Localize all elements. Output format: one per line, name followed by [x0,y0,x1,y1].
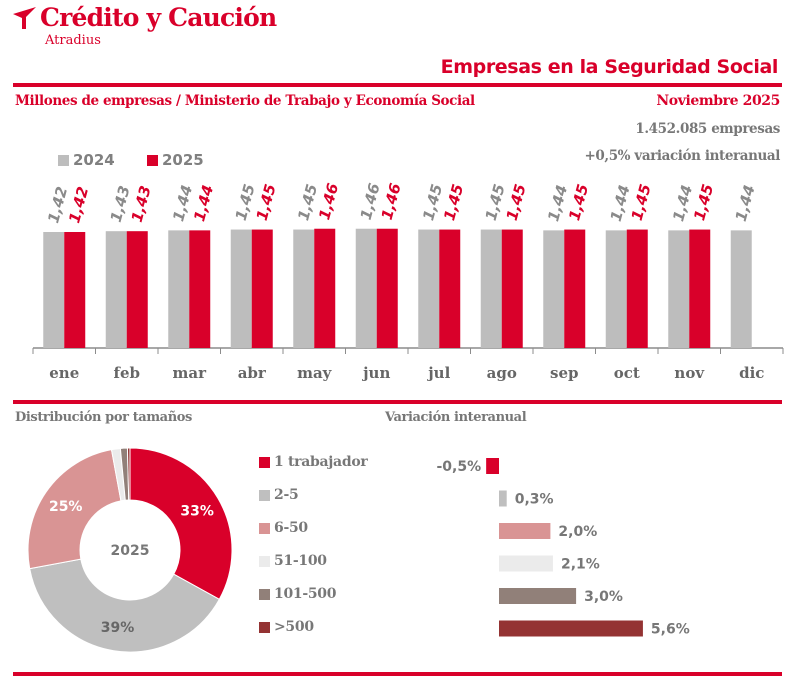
legend-swatch [259,555,270,567]
x-tick-label: jun [361,364,390,382]
variation-bar-101-500 [499,588,577,604]
legend-swatch [259,456,270,468]
bar-2024-mar [168,230,190,348]
yoy-variation: +0,5% variación interanual [584,148,780,164]
variation-bar-1-trabajador [486,458,499,474]
logo-icon [12,6,38,30]
donut-slice-2-5 [29,558,220,653]
brand-sub: Atradius [45,33,101,48]
legend-swatch [259,588,270,600]
size-legend-item: 101-500 [259,586,336,602]
legend-swatch [259,621,270,633]
bar-value-label: 1,44 [732,183,759,223]
variation-bar-6-50 [499,523,551,539]
legend-label: 6-50 [274,520,308,536]
x-tick-label: ago [487,364,517,382]
legend-label-2025: 2025 [162,151,204,169]
x-tick-label: nov [674,364,705,382]
bar-2024-sep [543,230,565,348]
legend-item-2025: 2025 [147,151,204,169]
variation-title: Variación interanual [385,410,527,425]
yoy-variation-chart: -0,5% 0,3%2,0% 2,1% 3,0% 5,6% [437,458,690,638]
x-tick-label: may [297,364,333,382]
x-tick-label: sep [550,364,578,382]
page-title: Empresas en la Seguridad Social [440,56,779,78]
bar-2024-feb [105,231,127,348]
donut-slice-label: 39% [101,620,135,636]
legend-label: 51-100 [274,553,327,569]
donut-slice--500 [126,447,131,501]
size-legend-item: 2-5 [259,487,299,503]
bar-2025-ago [501,229,523,348]
variation-value-label: 0,3% [515,492,554,508]
size-legend-item: >500 [259,619,314,635]
bar-2024-may [293,229,315,348]
bar-2024-ene [43,232,65,348]
bar-2025-nov [689,229,711,348]
bar-2025-jul [439,229,461,348]
bar-2024-jun [355,228,377,348]
x-tick-label: jul [426,364,450,382]
legend-swatch [259,522,270,534]
legend-swatch-2025 [147,154,158,166]
bar-2025-jun [376,228,398,348]
legend-label: 1 trabajador [274,454,368,470]
size-legend-item: 51-100 [259,553,327,569]
bar-2025-oct [626,229,648,348]
donut-slice-6-50 [27,449,122,570]
bar-2025-ene [64,232,86,348]
bar-2024-oct [605,230,627,348]
donut-center-label: 2025 [111,543,150,559]
bar-2024-ago [480,229,502,348]
divider-middle [13,400,782,404]
divider-top [13,83,782,87]
legend-label: 101-500 [274,586,337,602]
variation-bar-51-100 [499,555,553,572]
legend-label: >500 [274,619,314,635]
x-tick-label: oct [614,364,640,382]
variation-value-label: 2,1% [561,557,600,573]
distribution-title: Distribución por tamaños [15,410,192,425]
legend-label-2024: 2024 [73,151,115,169]
size-legend-item: 6-50 [259,520,308,536]
variation-value-label: 2,0% [558,524,597,540]
size-legend-item: 1 trabajador [259,454,368,470]
bar-2025-mar [189,230,211,348]
bar-2025-may [314,228,336,348]
report-date: Noviembre 2025 [656,93,780,109]
donut-slice-1-trabajador [129,447,233,601]
x-tick-label: feb [114,364,140,382]
legend-item-2024: 2024 [58,151,115,169]
x-tick-label: ene [49,364,79,382]
legend-label: 2-5 [274,487,299,503]
variation-bar-2-5 [499,490,507,507]
bar-2024-jul [418,229,440,348]
chart-subtitle: Millones de empresas / Ministerio de Tra… [15,93,475,109]
bar-2024-dic [730,230,752,348]
x-tick-label: dic [739,364,764,382]
divider-bottom [13,672,782,676]
legend-swatch-2024 [58,154,69,166]
size-distribution-donut: 33% 39% 25% 2025 [27,447,233,653]
bar-2025-sep [564,229,586,348]
monthly-bar-chart: 1,421,42ene1,431,43feb1,441,44mar1,451,4… [32,181,784,382]
donut-slice-label: 25% [49,499,83,515]
x-tick-label: abr [238,364,267,382]
bar-2025-abr [251,229,273,348]
bar-2025-feb [126,231,148,348]
variation-value-label: -0,5% [437,459,482,475]
brand-name: Crédito y Caución [40,3,277,32]
variation-value-label: 3,0% [584,589,623,605]
x-tick-label: mar [173,364,208,382]
bar-2024-abr [230,229,252,348]
total-companies: 1.452.085 empresas [635,121,780,137]
donut-slice-label: 33% [180,503,214,519]
variation-bar--500 [499,620,643,637]
bar-2024-nov [668,230,690,348]
variation-value-label: 5,6% [651,622,690,638]
legend-swatch [259,489,270,501]
